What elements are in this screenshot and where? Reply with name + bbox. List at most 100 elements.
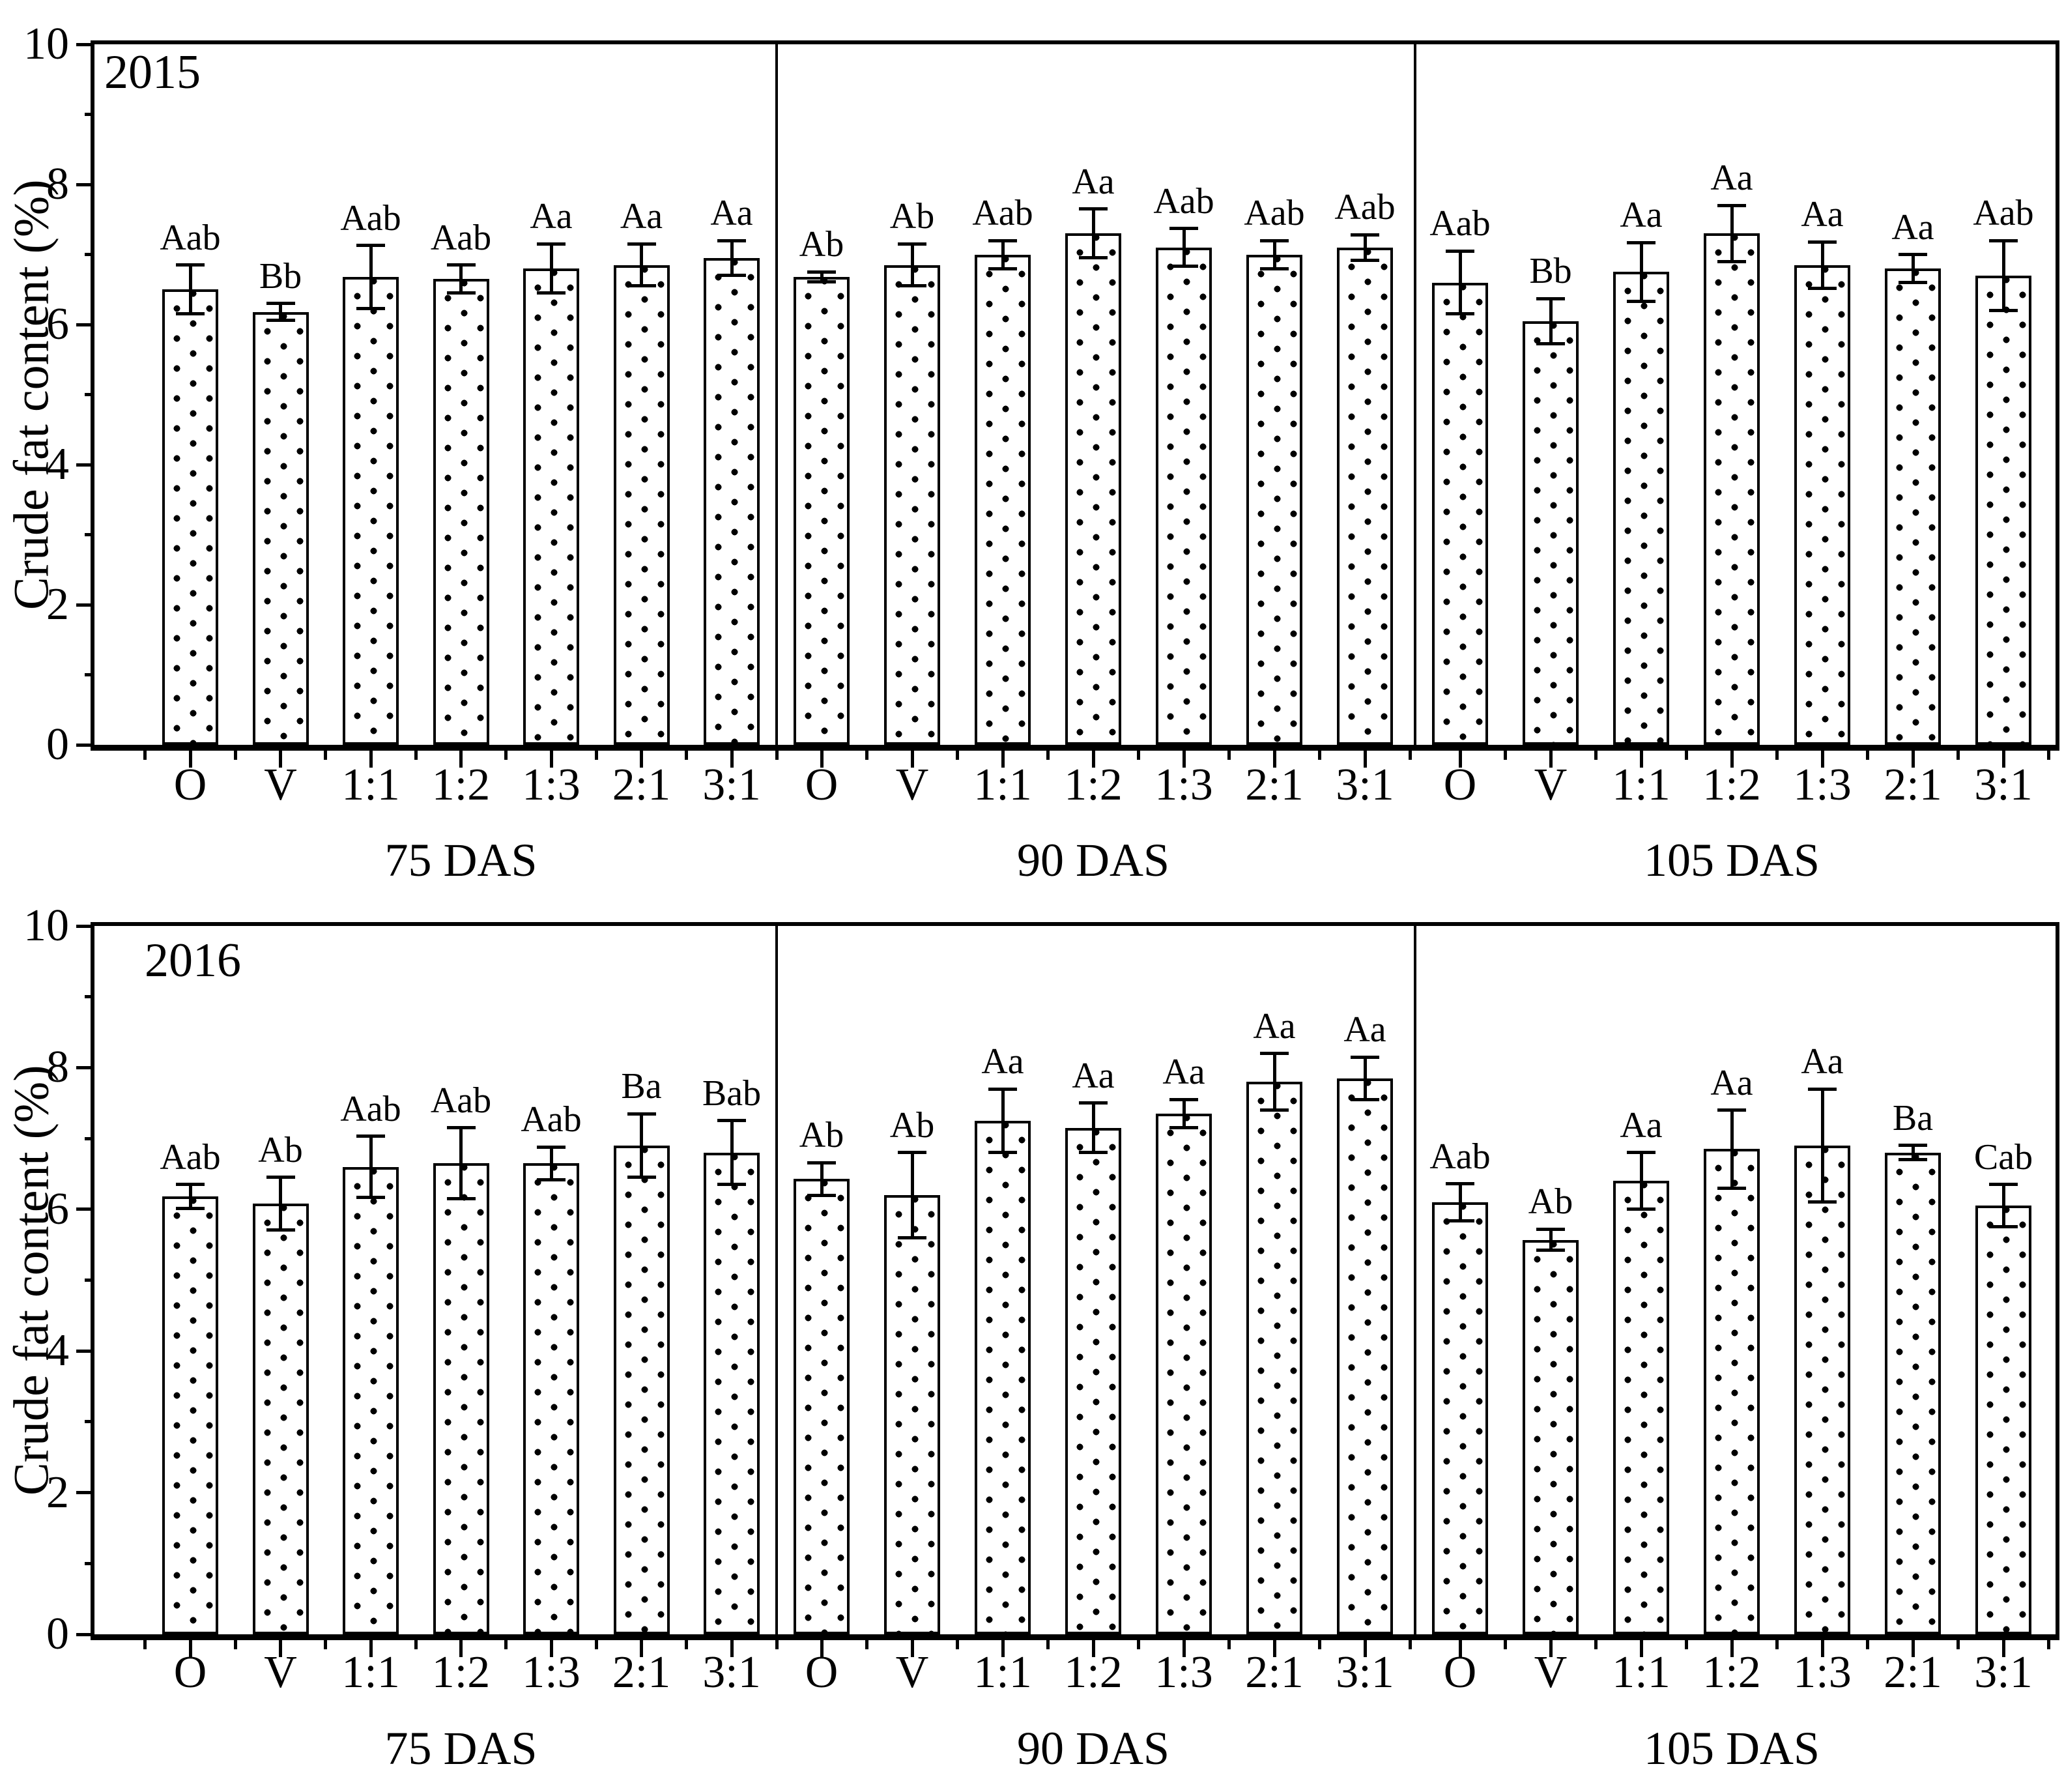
x-category-label: 2:1	[612, 760, 671, 810]
x-minor-tick	[1046, 1640, 1050, 1649]
x-major-tick	[369, 751, 373, 768]
error-bar-cap-top	[356, 244, 385, 248]
error-bar-line	[1549, 1229, 1553, 1250]
error-bar-line	[1363, 1057, 1367, 1100]
error-bar-line	[188, 1184, 192, 1209]
error-bar-cap-bottom	[356, 306, 385, 310]
x-minor-tick	[2047, 751, 2050, 760]
bar	[1432, 282, 1488, 745]
x-category-label: 1:3	[522, 760, 580, 810]
group-label: 75 DAS	[384, 834, 538, 886]
x-minor-tick	[1866, 1640, 1869, 1649]
group-label: 105 DAS	[1643, 834, 1820, 886]
x-category-label: V	[264, 1647, 297, 1698]
significance-letter: Aa	[1072, 161, 1115, 202]
significance-letter: Bb	[259, 255, 302, 296]
significance-letter: Ba	[1892, 1097, 1934, 1138]
y-tick-label: 0	[46, 719, 69, 770]
y-tick-label: 10	[23, 901, 69, 951]
x-major-tick	[1272, 1640, 1276, 1657]
error-bar-cap-bottom	[1169, 1126, 1198, 1130]
x-minor-tick	[685, 751, 689, 760]
error-bar-line	[1182, 1099, 1186, 1128]
error-bar-cap-bottom	[898, 1236, 926, 1239]
x-category-label: 1:1	[341, 1647, 400, 1698]
error-bar-cap-bottom	[266, 1228, 295, 1232]
x-major-tick	[1911, 751, 1915, 768]
error-bar-line	[459, 265, 463, 293]
significance-letter: Ab	[258, 1129, 303, 1170]
x-category-label: 1:1	[973, 760, 1032, 810]
error-bar-cap-bottom	[1989, 309, 2018, 312]
x-category-label: 1:3	[1154, 760, 1213, 810]
x-major-tick	[2001, 751, 2005, 768]
x-minor-tick	[143, 751, 147, 760]
x-minor-tick	[594, 1640, 598, 1649]
error-bar-cap-top	[1446, 249, 1474, 253]
y-tick-label: 4	[46, 1325, 69, 1376]
significance-letter: Aab	[430, 1080, 492, 1121]
error-bar-line	[1730, 205, 1734, 262]
x-minor-tick	[1775, 751, 1779, 760]
y-tick-label: 10	[23, 19, 69, 69]
x-category-label: 3:1	[1974, 1647, 2033, 1698]
x-major-tick	[188, 751, 192, 768]
error-bar-line	[279, 303, 282, 321]
error-bar-line	[640, 1114, 643, 1178]
error-bar-cap-bottom	[807, 280, 836, 283]
y-tick-label: 4	[46, 439, 69, 489]
significance-letter: Aab	[1429, 203, 1491, 244]
error-bar-cap-bottom	[1627, 300, 1656, 304]
error-bar-cap-bottom	[1899, 281, 1927, 284]
error-bar-cap-top	[446, 1126, 476, 1130]
error-bar-cap-bottom	[1446, 1219, 1474, 1222]
bar	[975, 1120, 1031, 1634]
error-bar-cap-bottom	[988, 267, 1017, 270]
group-label: 90 DAS	[1016, 834, 1170, 886]
error-bar-cap-bottom	[1260, 267, 1289, 270]
error-bar-cap-bottom	[1536, 1249, 1565, 1252]
bar	[1156, 1114, 1212, 1634]
significance-letter: Ab	[889, 196, 935, 237]
x-minor-tick	[1956, 751, 1960, 760]
error-bar-line	[459, 1127, 463, 1199]
x-major-tick	[459, 1640, 463, 1657]
x-minor-tick	[1137, 1640, 1140, 1649]
x-minor-tick	[504, 1640, 508, 1649]
significance-letter: Bab	[702, 1073, 762, 1114]
significance-letter: Aab	[1429, 1136, 1491, 1177]
error-bar-cap-top	[266, 302, 295, 306]
x-category-label: 1:3	[1793, 1647, 1852, 1698]
y-minor-tick	[85, 533, 94, 536]
significance-letter: Aa	[1801, 1041, 1844, 1082]
error-bar-line	[1458, 251, 1462, 314]
error-bar-cap-top	[356, 1134, 385, 1138]
significance-letter: Aa	[1891, 207, 1934, 248]
x-category-label: O	[805, 1647, 838, 1698]
x-minor-tick	[1409, 751, 1412, 760]
bar	[794, 1179, 850, 1634]
x-minor-tick	[775, 751, 779, 760]
error-bar-cap-top	[807, 270, 836, 274]
x-minor-tick	[2047, 1640, 2050, 1649]
error-bar-line	[730, 1120, 734, 1185]
x-major-tick	[820, 1640, 824, 1657]
x-category-label: 3:1	[1336, 1647, 1394, 1698]
x-category-label: 1:1	[341, 760, 400, 810]
error-bar-line	[2001, 240, 2005, 311]
y-major-tick	[76, 1632, 94, 1636]
bar	[1337, 1078, 1393, 1634]
x-category-label: O	[1443, 760, 1477, 810]
error-bar-cap-bottom	[1446, 312, 1474, 316]
bar	[1246, 254, 1302, 745]
significance-letter: Aab	[972, 193, 1033, 233]
x-major-tick	[1820, 1640, 1824, 1657]
bar	[1794, 1145, 1850, 1634]
x-major-tick	[820, 751, 824, 768]
y-tick-label: 8	[46, 159, 69, 209]
x-category-label: 3:1	[1974, 760, 2033, 810]
error-bar-cap-top	[176, 263, 205, 267]
bar	[343, 276, 399, 745]
significance-letter: Aab	[430, 217, 492, 258]
error-bar-cap-top	[1079, 1101, 1108, 1105]
